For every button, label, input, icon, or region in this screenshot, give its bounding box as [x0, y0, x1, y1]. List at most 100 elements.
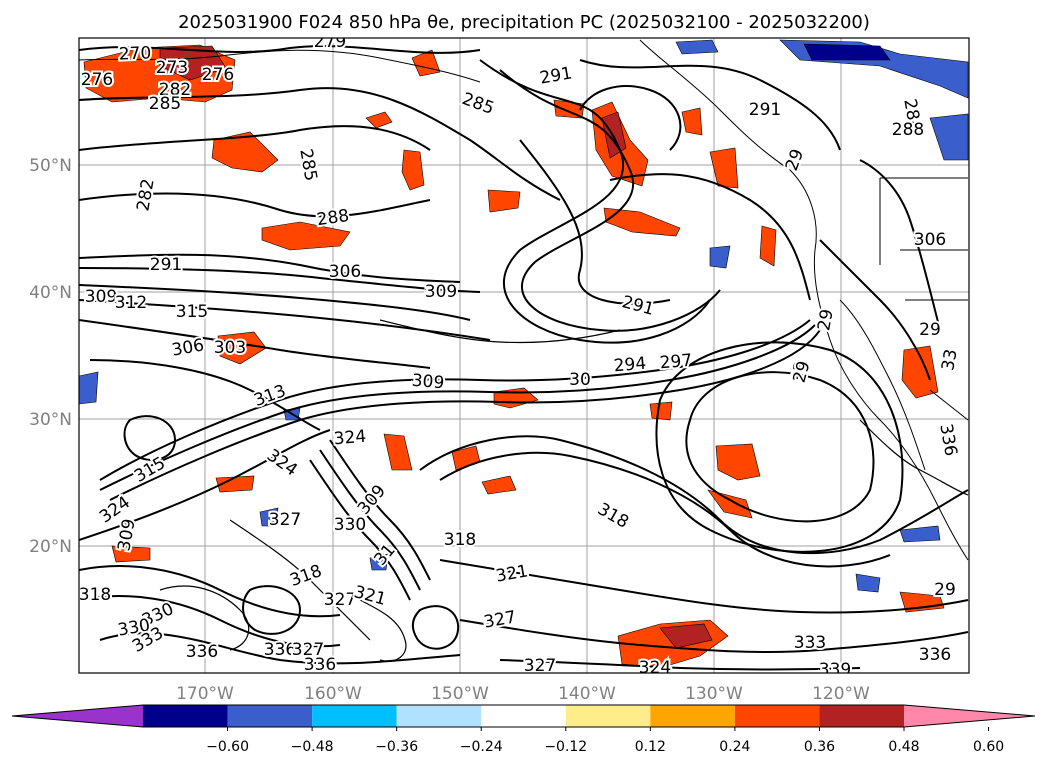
contour-line	[79, 429, 331, 541]
colorbar-tick-label: −0.60	[206, 739, 249, 755]
contour-label: 312	[115, 293, 147, 313]
contour-label: 306	[329, 262, 361, 282]
contour-label: 324	[639, 658, 671, 678]
contour-line	[79, 565, 341, 618]
precip-area	[79, 371, 99, 405]
precip-area	[709, 147, 739, 189]
contour-line	[99, 324, 816, 491]
contour-label: 327	[292, 640, 324, 660]
contour-line	[459, 619, 969, 654]
contour-line	[685, 371, 875, 523]
contour-line	[79, 267, 481, 293]
contour-label: 336	[186, 642, 218, 662]
contour-line	[439, 559, 969, 614]
contour-line	[439, 451, 891, 568]
contour-line	[79, 595, 341, 648]
contour-label: 29	[934, 580, 956, 600]
contour-label: 336	[264, 640, 296, 660]
contour-line	[242, 585, 302, 635]
lat-tick: 50°N	[29, 156, 72, 176]
contour-line	[519, 139, 671, 305]
contour-line	[319, 449, 421, 591]
coastline	[79, 49, 481, 83]
contour-label: 288	[892, 120, 924, 140]
precip-area	[259, 507, 279, 527]
precip-area	[899, 525, 941, 543]
contour-label: 276	[81, 70, 113, 90]
contour-label: 291	[150, 255, 182, 275]
contour-line	[309, 459, 411, 601]
precip-area	[383, 433, 413, 471]
contour-line	[359, 599, 407, 662]
theta-e-contours-thin	[159, 319, 969, 662]
precip-area	[217, 331, 267, 365]
precip-area	[215, 475, 255, 493]
contour-label: 30	[569, 370, 591, 390]
contour-label: 327	[269, 510, 301, 530]
colorbar: −0.60 −0.48 −0.36 −0.24 −0.12 0.12 0.24 0.36 0.4…	[11, 704, 1036, 755]
contour-label: 273	[156, 58, 188, 78]
precip-area	[601, 111, 627, 159]
contour-label: 294	[613, 354, 647, 377]
colorbar-bin	[227, 705, 313, 727]
contour-label: 279	[314, 32, 346, 52]
colorbar-tick-label: 0.24	[719, 739, 750, 755]
precip-area	[369, 553, 389, 571]
contour-line	[123, 415, 177, 461]
colorbar-tick-label: −0.48	[291, 739, 334, 755]
colorbar-bin	[312, 705, 397, 727]
contour-line	[79, 192, 431, 218]
contour-line	[79, 87, 561, 201]
contour-label: 336	[919, 645, 951, 665]
contour-label: 318	[444, 530, 476, 550]
coastline	[639, 39, 969, 561]
precip-area	[365, 111, 393, 129]
precip-area	[159, 45, 227, 81]
lat-tick-labels: 50°N 40°N 30°N 20°N	[29, 156, 72, 557]
precip-area	[855, 573, 881, 593]
contour-label: 29	[814, 308, 837, 333]
contour-label: 309	[425, 282, 457, 302]
precip-area	[901, 345, 939, 399]
contour-label: 318	[79, 585, 111, 605]
contour-label: 339	[819, 660, 851, 680]
contour-label: 282	[133, 177, 158, 212]
contour-line	[79, 299, 491, 341]
colorbar-tick-label: −0.24	[460, 739, 503, 755]
coastline	[839, 299, 926, 471]
lon-tick: 120°W	[812, 684, 870, 704]
lon-tick-labels: 170°W 160°W 150°W 140°W 130°W 120°W	[176, 684, 870, 704]
contour-label: 270	[118, 43, 151, 64]
contour-line	[109, 329, 821, 501]
contour-label: 327	[524, 656, 556, 676]
colorbar-bin	[396, 705, 482, 727]
contour-line	[859, 419, 969, 496]
contour-line	[159, 585, 250, 651]
colorbar-tick-label: −0.12	[544, 739, 587, 755]
contour-label: 291	[749, 100, 781, 120]
contour-label: 29	[919, 320, 941, 340]
contour-label: 330	[334, 515, 366, 535]
coastlines	[79, 39, 969, 561]
colorbar-tick-label: 0.36	[804, 739, 835, 755]
precip-area	[929, 113, 969, 161]
contour-line	[89, 359, 321, 431]
colorbar-extend-low	[12, 705, 143, 727]
lat-tick: 40°N	[29, 283, 72, 303]
contour-line	[99, 632, 461, 665]
colorbar-bin	[143, 705, 228, 727]
contour-line	[99, 319, 811, 481]
lon-tick: 150°W	[431, 684, 489, 704]
contour-line	[79, 45, 481, 54]
precip-area	[649, 401, 673, 421]
precip-area	[401, 149, 425, 191]
precip-area	[111, 545, 151, 563]
map-frame	[78, 37, 970, 674]
contour-line	[499, 659, 861, 671]
lon-tick: 170°W	[176, 684, 234, 704]
contour-line	[379, 319, 621, 344]
lon-tick: 160°W	[304, 684, 362, 704]
colorbar-bin	[481, 705, 566, 727]
colorbar-outline	[11, 704, 1036, 728]
